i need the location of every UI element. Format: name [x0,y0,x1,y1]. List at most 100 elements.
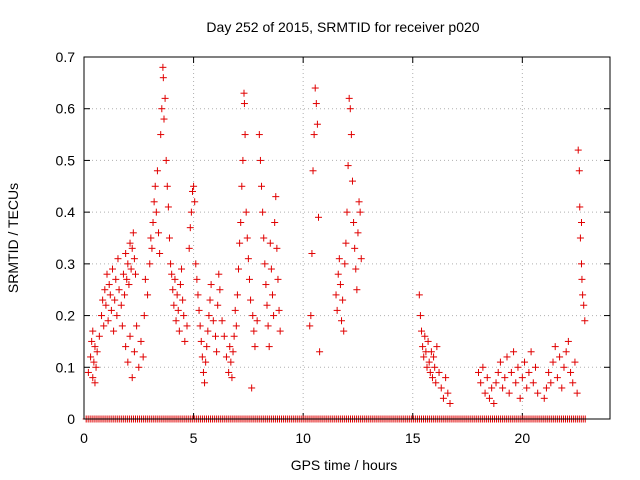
data-point [141,275,149,283]
data-point [174,306,182,314]
data-point [101,286,109,294]
data-point [354,229,362,237]
data-point [88,337,96,345]
data-point [129,229,137,237]
data-point [139,353,147,361]
data-point [108,265,116,273]
data-point [144,291,152,299]
data-point [124,358,132,366]
data-point [121,291,129,299]
x-tick-label: 5 [190,430,198,446]
data-point [442,374,450,382]
data-point [204,327,212,335]
data-point [186,224,194,232]
data-point [264,322,272,330]
data-point [113,312,121,320]
data-point [220,332,228,340]
data-point [256,156,264,164]
data-point [475,368,482,376]
data-point [272,193,280,201]
data-point [218,317,226,325]
data-point [191,198,199,206]
data-point [118,322,126,330]
data-point [558,384,566,392]
data-point [527,348,535,356]
data-point [503,353,511,361]
data-point [190,182,198,190]
data-point [240,89,248,97]
data-point [523,384,531,392]
data-point [195,306,203,314]
data-point [92,363,100,371]
data-point [233,291,241,299]
data-point [105,281,113,289]
y-axis-label: SRMTID / TECUs [5,183,21,293]
data-point [501,374,509,382]
data-point [418,327,426,335]
data-point [156,250,164,258]
data-point [477,379,485,387]
data-point [311,84,319,92]
data-point [258,182,266,190]
data-point [553,374,561,382]
data-point [347,131,355,139]
data-point [432,379,440,387]
data-point [576,234,584,242]
data-point [307,312,315,320]
data-point [196,322,204,330]
data-point [169,286,177,294]
data-point [152,208,160,216]
data-point [483,374,491,382]
data-point [128,244,136,252]
data-point [490,399,498,407]
data-point [228,374,236,382]
data-point [89,374,97,382]
data-point [103,270,111,278]
data-point [250,327,258,335]
data-point [162,156,170,164]
data-point [332,291,340,299]
data-point [420,353,428,361]
data-point [262,281,270,289]
data-point [160,115,168,123]
data-point [161,94,169,102]
data-point [261,260,269,268]
data-point [110,327,118,335]
data-point [421,332,429,340]
data-point [260,234,268,242]
data-point [431,363,439,371]
data-point [575,167,583,175]
y-tick-label: 0.2 [56,308,76,324]
y-tick-label: 0.4 [56,204,76,220]
data-point [205,312,213,320]
data-point [310,131,318,139]
data-point [119,270,127,278]
data-point [114,255,122,263]
data-point [102,301,110,309]
data-point [567,368,575,376]
data-point [153,167,161,175]
data-point [241,131,249,139]
data-point [499,384,507,392]
data-point [245,275,253,283]
data-point [521,358,529,366]
data-point [576,203,584,211]
data-point [176,281,184,289]
data-point [345,94,353,102]
data-point [107,306,115,314]
data-point [336,281,344,289]
data-point [569,379,577,387]
data-point [485,394,493,402]
data-point [425,358,433,366]
data-point [232,322,240,330]
data-point [199,368,207,376]
data-point [226,343,234,351]
data-point [352,265,360,273]
data-point [334,270,342,278]
data-point [346,105,354,113]
data-point [571,358,579,366]
data-point [135,363,143,371]
data-point [227,358,235,366]
data-point [312,100,320,108]
data-point [149,218,157,226]
